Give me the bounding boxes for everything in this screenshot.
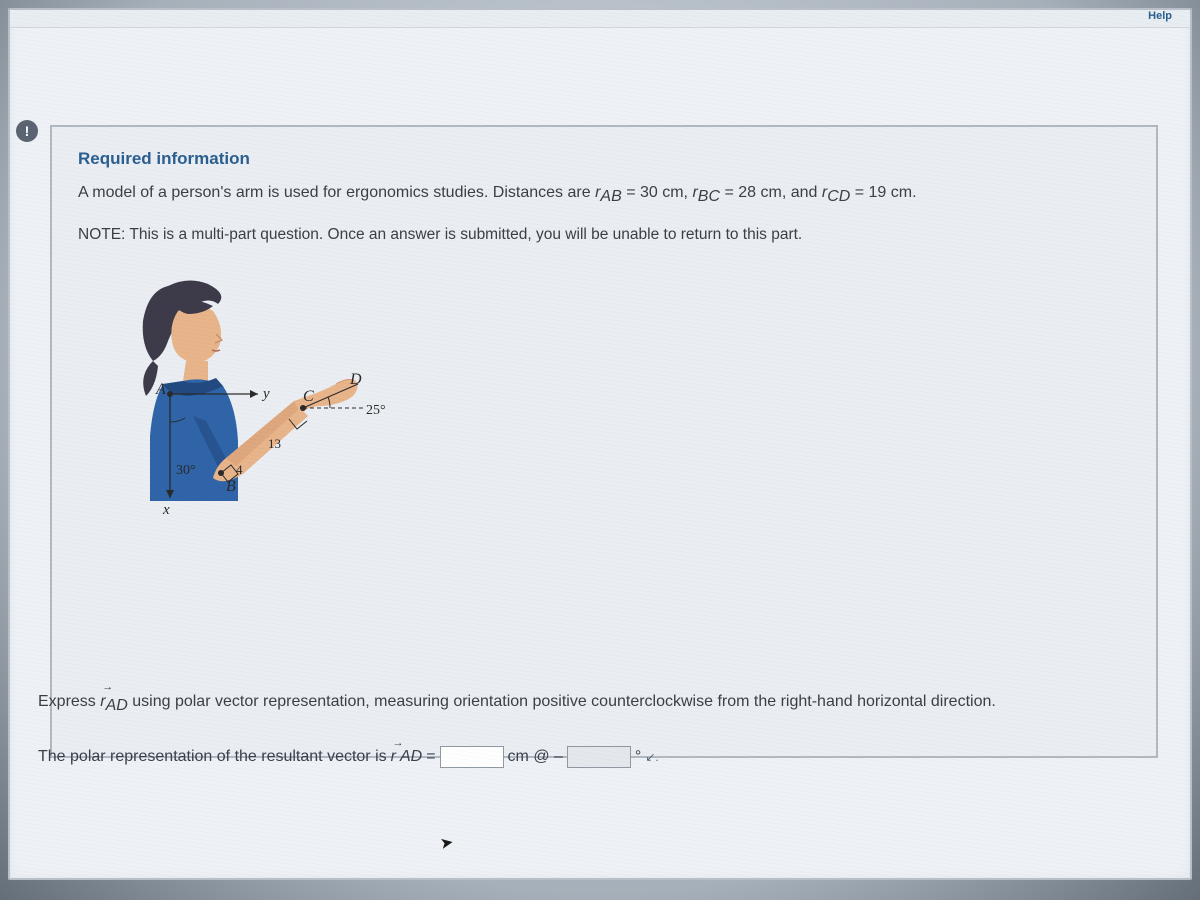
- alert-label: !: [25, 123, 30, 139]
- svg-text:A: A: [155, 381, 166, 398]
- topbar: Help: [10, 10, 1190, 28]
- svg-text:C: C: [303, 388, 314, 405]
- answer-trail: ↙.: [645, 750, 658, 764]
- answer-eq: =: [426, 748, 435, 766]
- prompt-vec-r: r: [100, 693, 105, 710]
- svg-text:4: 4: [236, 462, 243, 477]
- arm-figure: A y x B C D 30° 25° 13 4: [108, 266, 428, 526]
- answer-row: The polar representation of the resultan…: [38, 746, 1168, 768]
- cursor-icon: ➤: [438, 832, 455, 854]
- required-header: Required information: [78, 149, 1130, 169]
- answer-deg: °: [635, 748, 641, 766]
- angle-input[interactable]: [567, 746, 631, 768]
- svg-text:B: B: [226, 478, 236, 495]
- r-bc-sub: BC: [698, 188, 720, 205]
- r-bc-val: = 28 cm, and: [720, 184, 822, 201]
- prompt-suffix: using polar vector representation, measu…: [128, 693, 996, 710]
- homework-screen: Help ! Required information A model of a…: [8, 8, 1192, 880]
- prompt-vec-sub: AD: [106, 697, 128, 714]
- svg-text:y: y: [261, 386, 270, 402]
- svg-text:25°: 25°: [366, 403, 386, 418]
- svg-text:D: D: [349, 371, 362, 388]
- magnitude-input[interactable]: [440, 746, 504, 768]
- answer-unit-cm: cm @ –: [508, 748, 563, 766]
- prompt-text: Express rAD using polar vector represent…: [38, 690, 1168, 718]
- answer-prefix: The polar representation of the resultan…: [38, 748, 387, 766]
- question-box: Required information A model of a person…: [50, 125, 1158, 758]
- r-cd-val: = 19 cm.: [850, 184, 916, 201]
- svg-text:30°: 30°: [176, 463, 196, 478]
- svg-text:13: 13: [268, 436, 281, 451]
- alert-icon: !: [16, 120, 38, 142]
- svg-text:x: x: [162, 502, 170, 518]
- answer-vec-sub: AD: [400, 748, 422, 766]
- help-link[interactable]: Help: [1148, 10, 1172, 22]
- note-text: NOTE: This is a multi-part question. Onc…: [78, 226, 1130, 244]
- intro-text: A model of a person's arm is used for er…: [78, 181, 1130, 208]
- r-ab-val: = 30 cm,: [622, 184, 693, 201]
- prompt-prefix: Express: [38, 693, 100, 710]
- answer-vec-r: r: [391, 748, 396, 765]
- r-ab-sub: AB: [600, 188, 621, 205]
- intro-prefix: A model of a person's arm is used for er…: [78, 184, 595, 201]
- r-cd-sub: CD: [827, 188, 850, 205]
